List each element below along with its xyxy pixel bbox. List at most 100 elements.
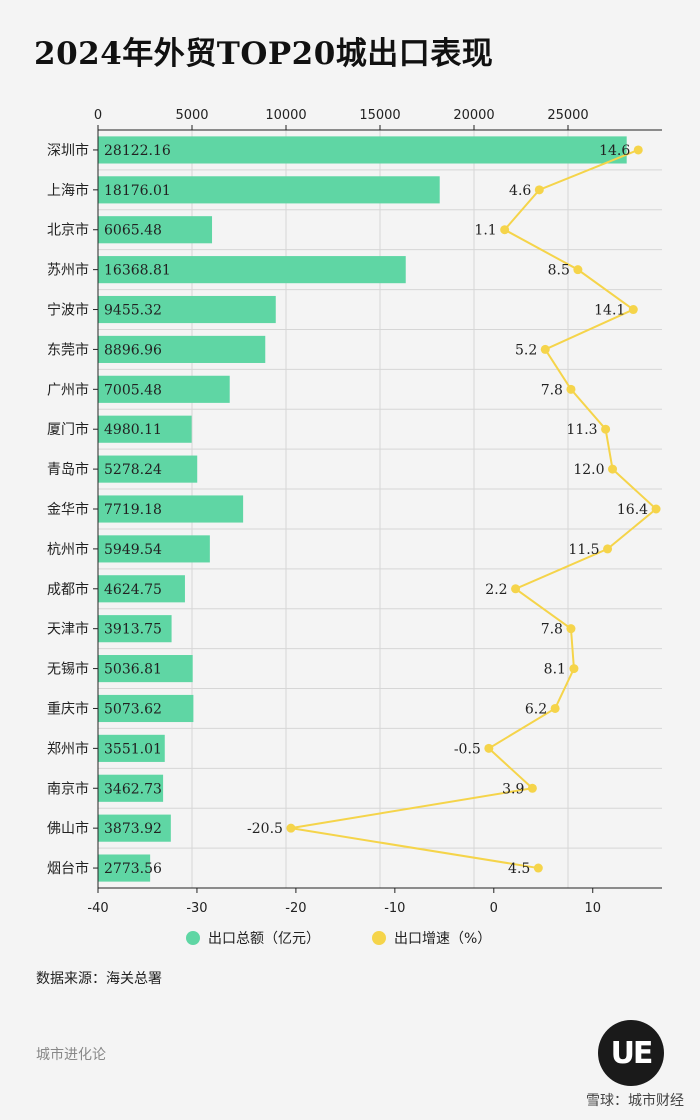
brand-name: 城市进化论 [36,1047,106,1063]
growth-point-15 [484,743,494,753]
bar-value-label-9: 7719.18 [104,502,162,518]
legend-dot-line [372,931,386,945]
bar-value-label-17: 3873.92 [104,821,162,837]
growth-point-10 [603,544,613,554]
bar-6 [98,375,230,403]
growth-label-15: -0.5 [454,741,481,757]
category-labels: 深圳市上海市北京市苏州市宁波市东莞市广州市厦门市青岛市金华市杭州市成都市天津市无… [47,142,89,877]
growth-label-8: 12.0 [573,462,604,478]
bar-value-label-14: 5073.62 [104,701,162,717]
category-label-16: 南京市 [47,780,89,797]
growth-point-13 [569,664,579,674]
growth-label-4: 14.1 [594,303,625,319]
category-label-17: 佛山市 [47,820,89,837]
category-label-9: 金华市 [47,501,89,518]
category-label-7: 厦门市 [47,421,89,438]
top-tick-label-1: 5000 [175,108,208,123]
bar-11 [98,575,185,603]
category-label-1: 上海市 [47,182,89,199]
bar-value-label-12: 3913.75 [104,622,162,638]
category-label-15: 郑州市 [47,740,89,757]
category-label-0: 深圳市 [47,142,89,159]
growth-label-6: 7.8 [541,382,563,398]
growth-label-14: 6.2 [525,701,547,717]
growth-point-3 [573,265,583,275]
bar-14 [98,694,194,723]
bar-value-label-0: 28122.16 [104,143,171,159]
growth-point-2 [500,225,510,235]
growth-point-7 [601,424,611,434]
page-title: 2024年外贸TOP20城出口表现 [34,36,494,72]
category-label-18: 烟台市 [47,860,89,877]
growth-label-0: 14.6 [599,143,630,159]
growth-point-6 [566,384,576,394]
growth-label-3: 8.5 [548,263,570,279]
growth-label-5: 5.2 [515,342,537,358]
bar-series: 28122.16 18176.01 6065.48 16368.81 9455.32 88… [98,136,627,882]
growth-label-17: -20.5 [247,821,283,837]
growth-point-4 [628,305,638,315]
category-label-11: 成都市 [47,581,89,598]
growth-label-2: 1.1 [474,223,496,239]
growth-point-9 [651,504,661,514]
growth-point-12 [566,624,576,634]
category-label-4: 宁波市 [47,302,89,319]
growth-label-1: 4.6 [509,183,531,199]
top-tick-label-0: 0 [94,108,102,123]
bar-10 [98,535,210,563]
bar-2 [98,216,213,244]
growth-point-8 [608,464,618,474]
growth-point-5 [540,344,550,354]
category-label-6: 广州市 [47,381,89,398]
bar-value-label-7: 4980.11 [104,422,162,438]
bar-17 [98,814,171,842]
category-label-13: 无锡市 [47,661,89,678]
bar-16 [98,774,164,802]
growth-label-13: 8.1 [544,662,566,678]
bar-value-label-10: 5949.54 [104,542,162,558]
bottom-tick-label-1: -30 [186,901,207,916]
bar-5 [98,335,266,363]
bar-value-label-8: 5278.24 [104,462,162,478]
bar-value-label-1: 18176.01 [104,183,171,199]
bar-1 [98,176,440,204]
top-tick-label-5: 25000 [547,108,588,123]
bottom-tick-label-0: -40 [87,901,108,916]
growth-point-17 [286,823,296,833]
bar-value-label-4: 9455.32 [104,303,162,319]
bottom-tick-label-3: -10 [384,901,405,916]
legend-dot-bar [186,931,200,945]
top-tick-label-2: 10000 [265,108,306,123]
legend-label-line: 出口增速（%） [394,931,492,947]
legend-item-bar: 出口总额（亿元） [186,926,320,950]
tick-labels: 0 5000 10000 15000 20000 25000 -40 -30 -20 -10 0 10 [87,108,601,916]
footer-credit: 雪球：城市财经 [586,1093,684,1109]
growth-point-11 [511,584,521,594]
category-label-14: 重庆市 [47,700,89,717]
category-label-8: 青岛市 [47,461,89,478]
growth-label-18: 4.5 [508,861,530,877]
bar-0 [98,136,627,164]
bar-value-label-5: 8896.96 [104,342,162,358]
bar-value-label-15: 3551.01 [104,741,162,757]
legend-item-line: 出口增速（%） [372,926,491,950]
category-label-2: 北京市 [47,222,89,239]
bar-value-label-11: 4624.75 [104,582,162,598]
top-tick-label-3: 15000 [359,108,400,123]
bar-13 [98,655,193,683]
bar-18 [98,854,151,882]
bar-4 [98,295,276,324]
growth-point-0 [633,145,643,155]
growth-point-14 [550,703,560,713]
growth-label-12: 7.8 [541,622,563,638]
category-label-5: 东莞市 [47,341,89,358]
growth-label-11: 2.2 [485,582,507,598]
legend-label-bar: 出口总额（亿元） [208,931,320,947]
growth-point-18 [533,863,543,873]
category-label-10: 杭州市 [47,541,89,558]
bar-value-label-13: 5036.81 [104,662,162,678]
growth-label-9: 16.4 [617,502,648,518]
growth-label-16: 3.9 [502,781,524,797]
bar-9 [98,495,244,523]
bar-value-label-18: 2773.56 [104,861,162,877]
